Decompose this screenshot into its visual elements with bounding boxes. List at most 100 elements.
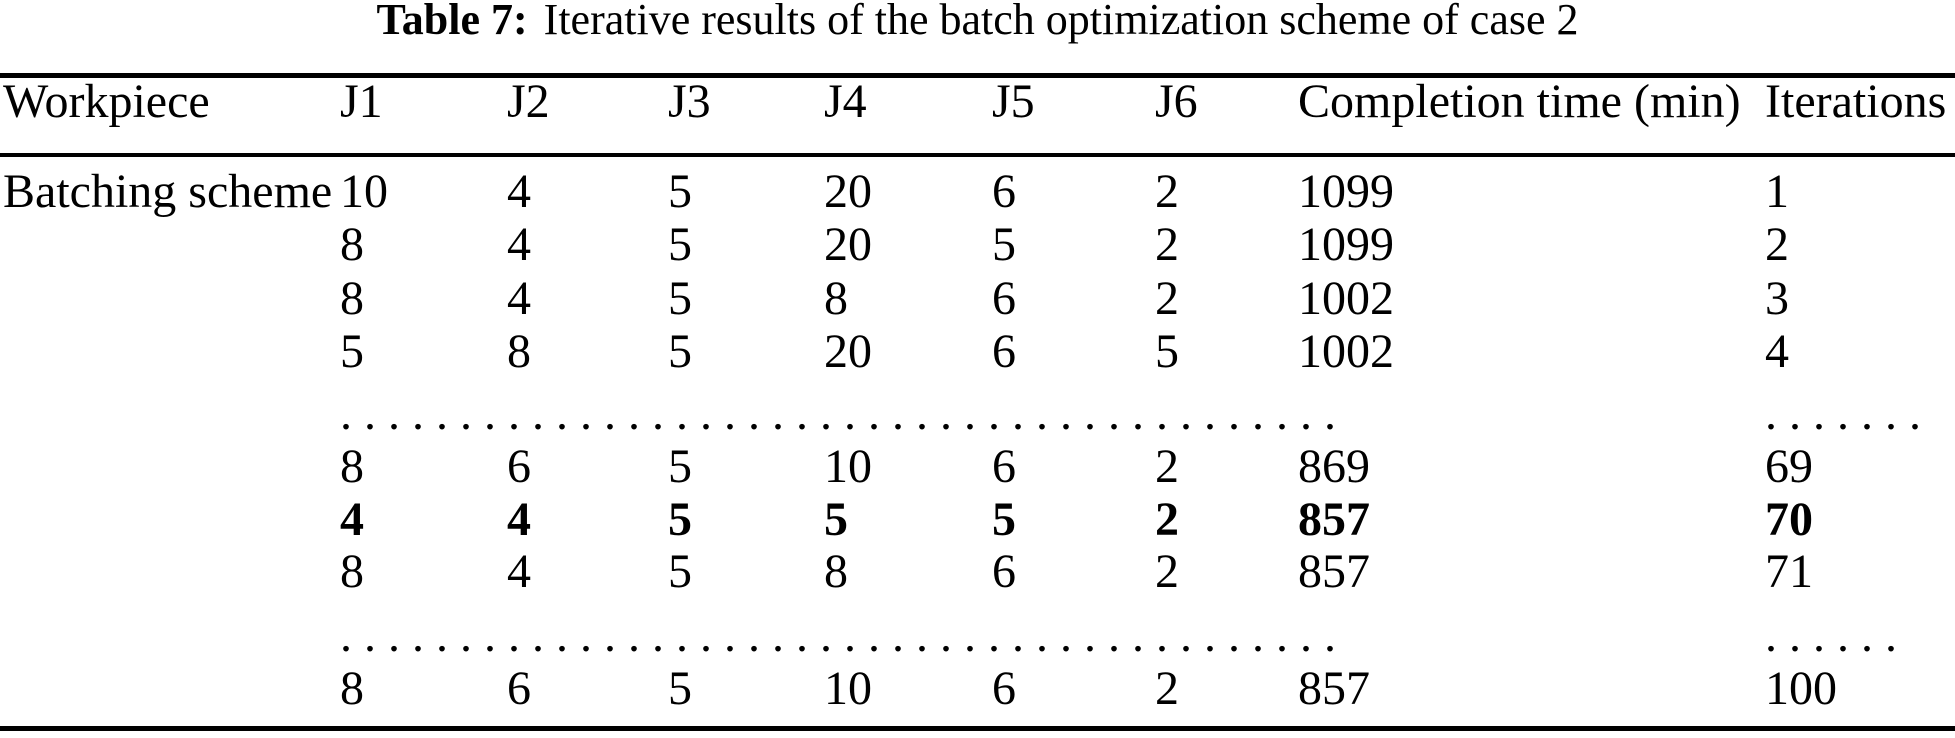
table-cell: 5 [992, 218, 1016, 271]
table-cell: 1 [1765, 165, 1789, 218]
table-row: 8 4 5 8 6 2 1002 3 [3, 275, 1955, 323]
table-cell: 5 [668, 440, 692, 493]
table-cell: Batching scheme [3, 165, 333, 218]
table-cell: 8 [340, 272, 364, 325]
table-cell: 4 [507, 545, 531, 598]
table-cell: 3 [1765, 272, 1789, 325]
table-cell: 4 [507, 272, 531, 325]
table-cell: 2 [1155, 493, 1179, 546]
column-header-j1: J1 [340, 75, 383, 128]
table-cell: 4 [507, 218, 531, 271]
table-cell: 1002 [1298, 272, 1394, 325]
table-cell: 5 [668, 325, 692, 378]
table-cell: 1099 [1298, 165, 1394, 218]
table-row: 8 6 5 10 6 2 869 69 [3, 443, 1955, 491]
table-cell: 5 [668, 493, 692, 546]
column-header-workpiece: Workpiece [3, 75, 210, 128]
table-cell: 10 [340, 165, 388, 218]
table-cell: 6 [992, 165, 1016, 218]
table-cell: 5 [1155, 325, 1179, 378]
column-header-j3: J3 [668, 75, 711, 128]
table-cell: 6 [992, 440, 1016, 493]
ellipsis-dots: . . . . . . . . . . . . . . . . . . . . … [340, 387, 1336, 440]
column-header-completion-time: Completion time (min) [1298, 75, 1741, 128]
table-header-rule [0, 153, 1955, 157]
table-header-row: Workpiece J1 J2 J3 J4 J5 J6 Completion t… [3, 78, 1955, 126]
table-cell: 20 [824, 165, 872, 218]
table-cell: 5 [992, 493, 1016, 546]
column-header-j6: J6 [1155, 75, 1198, 128]
table-cell [3, 612, 340, 660]
table-cell: 2 [1765, 218, 1789, 271]
table-cell: 2 [1155, 662, 1179, 715]
table-cell: 5 [668, 272, 692, 325]
table-cell: 20 [824, 218, 872, 271]
table-cell: 5 [668, 545, 692, 598]
table-cell: 2 [1155, 545, 1179, 598]
table-cell: 2 [1155, 440, 1179, 493]
table-cell: 6 [507, 662, 531, 715]
table-cell: 10 [824, 662, 872, 715]
table-cell: 857 [1298, 493, 1370, 546]
ellipsis-row: . . . . . . . . . . . . . . . . . . . . … [3, 390, 1955, 438]
table-row: 8 6 5 10 6 2 857 100 [3, 665, 1955, 713]
table-cell: 6 [992, 662, 1016, 715]
table-cell [3, 221, 340, 269]
table-cell: 857 [1298, 545, 1370, 598]
table-cell: 2 [1155, 165, 1179, 218]
table-cell: 6 [992, 325, 1016, 378]
table-row-best: 4 4 5 5 5 2 857 70 [3, 496, 1955, 544]
table-cell: 2 [1155, 218, 1179, 271]
table-cell [3, 665, 340, 713]
table-cell: 10 [824, 440, 872, 493]
table-cell: 69 [1765, 440, 1813, 493]
ellipsis-dots: . . . . . . [1765, 609, 1897, 662]
table-cell [3, 443, 340, 491]
column-header-j5: J5 [992, 75, 1035, 128]
table-cell: 1002 [1298, 325, 1394, 378]
table-cell: 70 [1765, 493, 1813, 546]
table-row: 5 8 5 20 6 5 1002 4 [3, 328, 1955, 376]
table-cell [3, 390, 340, 438]
table-cell: 8 [824, 545, 848, 598]
table-cell: 5 [668, 165, 692, 218]
caption-text: Iterative results of the batch optimizat… [543, 0, 1579, 44]
ellipsis-dots: . . . . . . . [1765, 387, 1921, 440]
table-cell: 20 [824, 325, 872, 378]
table-cell: 6 [992, 545, 1016, 598]
table-top-rule [0, 73, 1955, 78]
table-cell: 5 [668, 218, 692, 271]
table-cell: 8 [340, 662, 364, 715]
table-cell: 5 [340, 325, 364, 378]
table-row: 8 4 5 8 6 2 857 71 [3, 548, 1955, 596]
table-row: Batching scheme 10 4 5 20 6 2 1099 1 [3, 168, 1955, 216]
table-bottom-rule [0, 726, 1955, 731]
table-cell: 2 [1155, 272, 1179, 325]
column-header-j2: J2 [507, 75, 550, 128]
table-cell: 8 [340, 440, 364, 493]
table-cell: 869 [1298, 440, 1370, 493]
table-cell [3, 548, 340, 596]
ellipsis-row: . . . . . . . . . . . . . . . . . . . . … [3, 612, 1955, 660]
table-cell: 5 [824, 493, 848, 546]
table-cell: 71 [1765, 545, 1813, 598]
table-row: 8 4 5 20 5 2 1099 2 [3, 221, 1955, 269]
column-header-j4: J4 [824, 75, 867, 128]
table-cell: 8 [340, 545, 364, 598]
table-cell: 4 [340, 493, 364, 546]
caption-label: Table 7: [376, 0, 528, 44]
table-cell [3, 275, 340, 323]
ellipsis-dots: . . . . . . . . . . . . . . . . . . . . … [340, 609, 1336, 662]
table-cell: 8 [824, 272, 848, 325]
table-cell: 8 [340, 218, 364, 271]
table-cell: 4 [507, 493, 531, 546]
table-cell: 4 [1765, 325, 1789, 378]
table-cell: 1099 [1298, 218, 1394, 271]
table-cell [3, 328, 340, 376]
table-cell: 4 [507, 165, 531, 218]
table-cell: 857 [1298, 662, 1370, 715]
table-cell: 5 [668, 662, 692, 715]
table-cell: 6 [507, 440, 531, 493]
table-cell: 8 [507, 325, 531, 378]
